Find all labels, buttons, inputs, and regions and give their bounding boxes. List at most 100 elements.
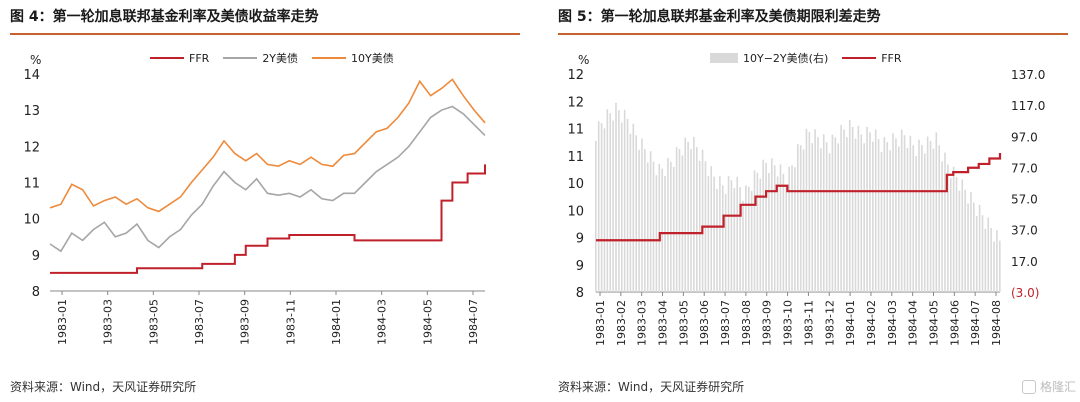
y-tick-label: 14 (23, 68, 40, 83)
spread-bar (733, 188, 736, 292)
x-tick-label: 1984-03 (886, 300, 899, 346)
spread-bar (652, 161, 655, 292)
spread-bar (797, 144, 799, 292)
spread-bar (721, 185, 724, 292)
spread-bar (935, 132, 938, 292)
spread-bar (730, 180, 733, 292)
spread-bar (785, 186, 788, 292)
spread-bar (603, 128, 606, 292)
spread-bar (600, 123, 603, 292)
spread-bar (641, 138, 643, 292)
spread-bar (944, 152, 946, 292)
x-tick-label: 1983-11 (802, 300, 815, 346)
y-tick-label: 11 (23, 177, 40, 192)
left-source: 资料来源：Wind，天风证券研究所 (10, 380, 197, 394)
spread-bar (626, 119, 629, 292)
spread-bar (773, 165, 776, 292)
spread-bar (947, 164, 949, 292)
spread-bar (900, 129, 903, 292)
y-tick-label: 9 (32, 249, 40, 264)
spread-bar (895, 138, 897, 292)
spread-bar (952, 166, 955, 292)
right-source: 资料来源：Wind，天风证券研究所 (558, 380, 745, 394)
spread-bar (765, 162, 767, 292)
spread-bar (825, 142, 828, 292)
y-tick-label-left: 11 (567, 150, 584, 165)
spread-bar (606, 109, 609, 292)
y-tick-label-right: 17.0 (1011, 255, 1038, 269)
right-panel: 图 5：第一轮加息联邦基金利率及美债期限利差走势 10Y−2Y美债(右) FFR… (540, 0, 1080, 402)
legend-ffr: FFR (150, 52, 209, 65)
right-chart-title: 图 5：第一轮加息联邦基金利率及美债期限利差走势 (558, 9, 881, 25)
right-title-rule (558, 33, 1068, 35)
spread-bar (655, 175, 658, 292)
y-tick-label: 13 (23, 104, 40, 119)
spread-bar (701, 149, 704, 292)
y-tick-label-right: 117.0 (1011, 99, 1045, 113)
y-tick-label-right: 57.0 (1011, 193, 1038, 207)
spread-bar (620, 122, 623, 292)
spread-bar (869, 132, 871, 292)
spread-bar (794, 167, 796, 292)
spread-bar (681, 155, 684, 292)
legend-10y: 10Y美债 (312, 50, 394, 66)
series-ffr-line (50, 164, 486, 274)
x-tick-label: 1983-10 (782, 300, 795, 346)
y-tick-label-left: 11 (567, 123, 584, 138)
spread-bar (820, 148, 822, 292)
spread-bar (817, 137, 819, 292)
legend-2y: 2Y美债 (223, 50, 298, 66)
spread-bar (863, 143, 865, 292)
spread-bar (811, 143, 814, 292)
x-tick-label: 1983-03 (102, 299, 115, 345)
spread-bar (874, 129, 877, 292)
left-chart: % 8 9 10 11 12 13 14 1983-01 1983-03 1983-05 1983-0… (23, 53, 486, 345)
y-tick-label-left: 9 (576, 259, 584, 274)
spread-bar (961, 179, 964, 292)
right-legend: 10Y−2Y美债(右) FFR (710, 50, 916, 66)
x-tick-label: 1984-03 (376, 299, 389, 345)
spread-bar (629, 133, 632, 292)
legend-spread: 10Y−2Y美债(右) (710, 50, 828, 66)
spread-bar (597, 121, 600, 293)
spread-bar (828, 153, 831, 292)
spread-bar (618, 110, 620, 292)
spread-bar (978, 204, 981, 292)
spread-bar (658, 163, 661, 292)
watermark-logo-icon (1021, 379, 1036, 394)
spread-bar (848, 119, 851, 292)
x-tick-label: 1983-01 (56, 299, 69, 345)
spread-bar (791, 165, 793, 292)
x-tick-label: 1984-08 (990, 300, 1003, 346)
spread-bar (747, 186, 750, 292)
spread-bar (872, 141, 874, 292)
x-tick-label: 1983-01 (594, 300, 607, 346)
y-tick-label-left: 10 (567, 177, 584, 192)
spread-bar (906, 147, 909, 292)
spread-bar (970, 192, 972, 292)
series-2y-line (49, 105, 486, 253)
x-tick-label: 1983-06 (698, 300, 711, 346)
y-axis-unit: % (578, 53, 589, 67)
spread-bar (623, 109, 626, 292)
y-tick-label-left: 12 (567, 95, 584, 110)
spread-bar (923, 153, 926, 292)
x-tick-label: 1983-09 (239, 299, 252, 345)
spread-bar (710, 166, 713, 292)
spread-bar (707, 176, 710, 292)
y-tick-label-right: 77.0 (1011, 161, 1038, 175)
spread-bar (678, 149, 681, 292)
spread-bar (808, 132, 811, 292)
left-title-rule (10, 33, 520, 35)
y-tick-label-right: 37.0 (1011, 224, 1038, 238)
x-tick-label: 1983-09 (761, 300, 774, 346)
spread-bar (854, 138, 857, 292)
y-tick-label-right: (3.0) (1011, 286, 1039, 300)
spread-bar (690, 149, 692, 292)
spread-bar (644, 148, 646, 292)
watermark: 格隆汇 (1021, 378, 1076, 395)
x-tick-label: 1984-05 (927, 300, 940, 346)
x-tick-label: 1983-05 (147, 299, 160, 345)
spread-bar (990, 227, 992, 292)
y-tick-label-left: 9 (576, 232, 584, 247)
